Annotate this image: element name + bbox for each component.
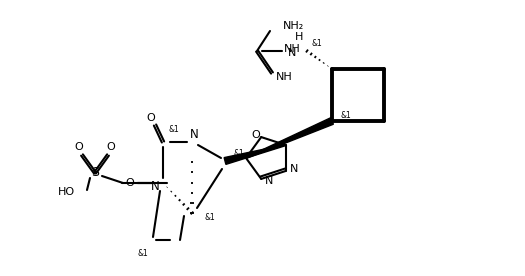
Text: NH: NH: [276, 72, 292, 82]
Text: N: N: [190, 128, 198, 140]
Text: &1: &1: [234, 148, 244, 158]
Text: N: N: [290, 164, 298, 174]
Text: N: N: [265, 176, 274, 186]
Polygon shape: [224, 145, 286, 164]
Text: NH₂: NH₂: [284, 21, 304, 31]
Text: S: S: [91, 166, 99, 179]
Text: &1: &1: [205, 214, 215, 222]
Text: NH: NH: [284, 44, 300, 54]
Text: O: O: [125, 178, 134, 188]
Text: &1: &1: [341, 112, 351, 121]
Text: &1: &1: [169, 124, 180, 134]
Text: O: O: [252, 130, 260, 140]
Text: O: O: [107, 142, 116, 152]
Text: &1: &1: [312, 38, 322, 47]
Text: HO: HO: [58, 187, 75, 197]
Text: N: N: [151, 179, 160, 192]
Polygon shape: [246, 118, 333, 158]
Text: H: H: [295, 32, 303, 42]
Text: &1: &1: [138, 250, 149, 259]
Text: N: N: [288, 48, 296, 58]
Text: O: O: [146, 113, 155, 123]
Text: O: O: [75, 142, 83, 152]
